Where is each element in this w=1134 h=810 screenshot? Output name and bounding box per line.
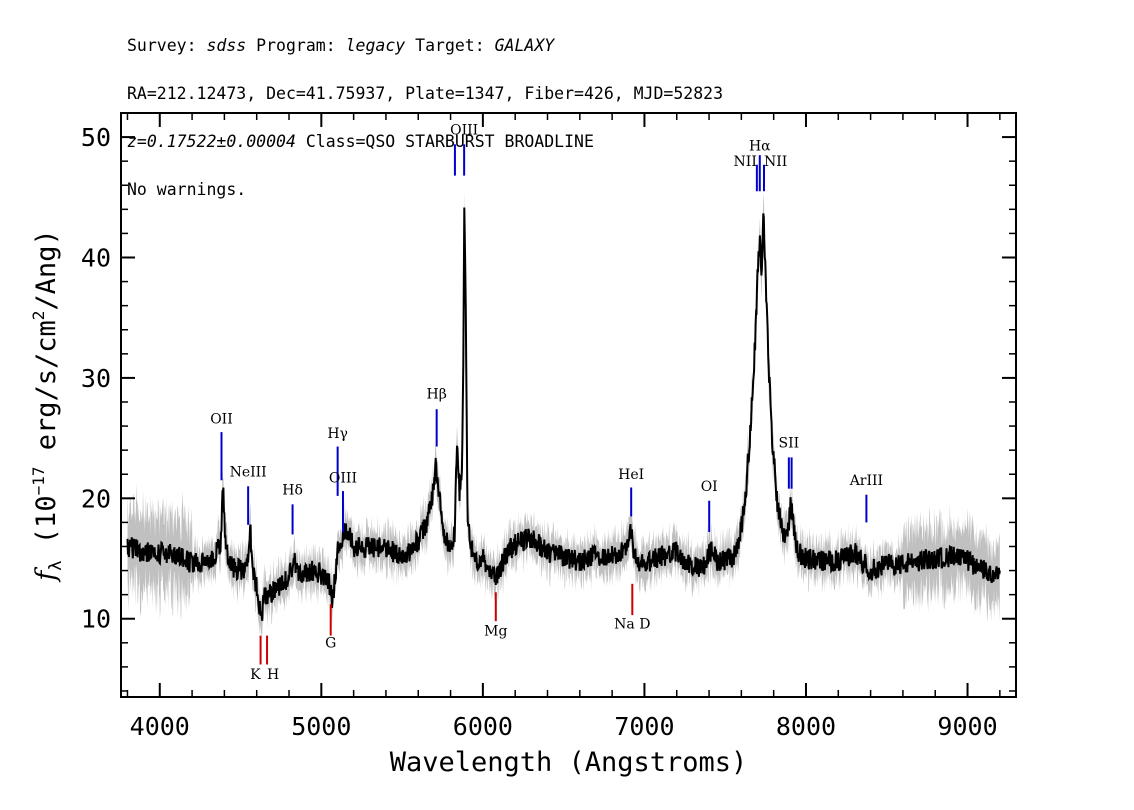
error-band [127, 192, 1000, 637]
marker-label: K [250, 667, 261, 683]
marker-label: ArIII [849, 473, 883, 489]
survey-label: Survey: [127, 36, 197, 55]
marker-label: Na D [614, 616, 650, 632]
marker-label: HeI [618, 467, 644, 483]
marker-label: Hα [749, 138, 771, 154]
marker-label: OIII [329, 471, 357, 487]
spectrum-header: Survey: sdss Program: legacy Target: GAL… [127, 10, 723, 226]
y-axis: 10 20 30 40 50 [81, 112, 1016, 692]
header-line-3: z=0.17522±0.00004 Class=QSO STARBURST BR… [127, 130, 723, 154]
target-label: Target: [415, 36, 485, 55]
marker-label: SII [779, 436, 800, 452]
marker-label: NII [764, 154, 787, 170]
marker-label: Mg [484, 624, 507, 640]
y-tick-label: 20 [81, 484, 111, 513]
x-axis: 4000 5000 6000 7000 8000 9000 [126, 113, 1001, 741]
target-value: GALAXY [494, 36, 555, 55]
x-axis-title: Wavelength (Angstroms) [390, 747, 748, 778]
marker-label: OII [210, 412, 233, 428]
program-label: Program: [256, 36, 336, 55]
marker-label: OIII [450, 123, 478, 139]
redshift-value: z=0.17522±0.00004 [127, 132, 296, 151]
y-tick-label: 50 [81, 123, 111, 152]
header-coords: RA=212.12473, Dec=41.75937, Plate=1347, … [127, 84, 724, 103]
marker-label: Hγ [327, 426, 348, 442]
marker-label: G [325, 636, 336, 652]
x-tick-label: 4000 [130, 712, 190, 741]
y-tick-label: 10 [81, 605, 111, 634]
marker-label: Hδ [282, 483, 303, 499]
y-tick-label: 40 [81, 243, 111, 272]
marker-label: NeIII [230, 465, 267, 481]
x-tick-label: 6000 [453, 712, 513, 741]
marker-label: H [267, 667, 279, 683]
y-tick-label: 30 [81, 364, 111, 393]
header-line-1: Survey: sdss Program: legacy Target: GAL… [127, 34, 723, 58]
marker-label: NII [734, 154, 757, 170]
class-value: Class=QSO STARBURST BROADLINE [305, 132, 594, 151]
x-tick-label: 5000 [291, 712, 351, 741]
marker-label: Hβ [427, 386, 447, 402]
plot-frame [120, 112, 1017, 698]
program-value: legacy [345, 36, 406, 55]
x-tick-label: 7000 [614, 712, 674, 741]
y-axis-title: fλ (10−17 erg/s/cm2/Ang) [29, 229, 66, 582]
flux-line [126, 207, 1001, 621]
x-tick-label: 8000 [776, 712, 836, 741]
header-warnings: No warnings. [127, 180, 247, 199]
survey-value: sdss [206, 36, 247, 55]
marker-label: OI [701, 479, 718, 495]
x-tick-label: 9000 [937, 712, 997, 741]
